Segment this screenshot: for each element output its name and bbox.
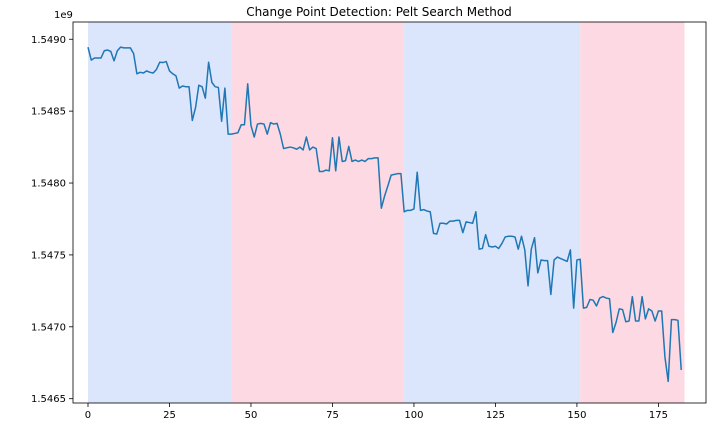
x-tick-label: 75 [326, 410, 339, 421]
series-line-1 [87, 46, 682, 383]
y-tick-label: 1.5465 [31, 394, 66, 405]
series-line-group [87, 46, 682, 383]
regime-region-2 [231, 22, 405, 403]
y-tick-label: 1.5490 [31, 35, 66, 46]
y-tick-label: 1.5475 [31, 250, 66, 261]
x-tick-label: 0 [85, 410, 91, 421]
regime-regions [87, 22, 685, 403]
x-tick-label: 50 [245, 410, 258, 421]
x-tick-label: 125 [486, 410, 505, 421]
plot-frame [72, 21, 707, 404]
chart-title: Change Point Detection: Pelt Search Meth… [246, 5, 512, 19]
y-offset-label: 1e9 [54, 10, 73, 21]
y-tick-label: 1.5470 [31, 322, 66, 333]
regime-region-4 [580, 22, 685, 403]
y-tick-label: 1.5480 [31, 179, 66, 190]
x-axis: 0 25 50 75 100 125 150 175 [85, 403, 668, 421]
x-tick-label: 25 [163, 410, 176, 421]
y-tick-label: 1.5485 [31, 107, 66, 118]
y-axis: 1.5465 1.5470 1.5475 1.5480 1.5485 1.5490 [31, 35, 73, 405]
x-tick-label: 175 [649, 410, 668, 421]
x-tick-label: 150 [567, 410, 586, 421]
x-tick-label: 100 [404, 410, 423, 421]
regime-region-3 [404, 22, 581, 403]
regime-region-1 [87, 22, 232, 403]
